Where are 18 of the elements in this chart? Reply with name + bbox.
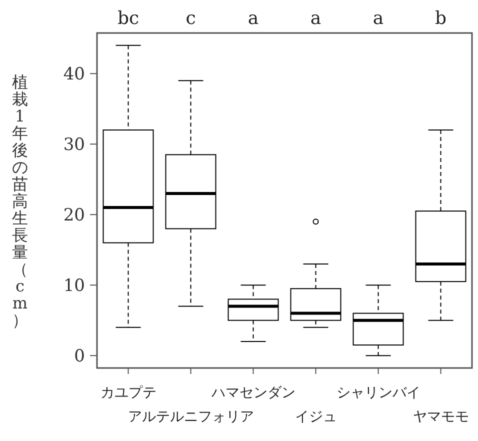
x-tick-label: ヤマモモ [412, 409, 469, 425]
text: a [310, 8, 322, 29]
y-tick-label: 0 [74, 346, 85, 367]
text: a [248, 8, 259, 29]
x-tick-label: ハマセンダン [210, 385, 296, 401]
x-tick-label: アルテルニフォリア [128, 409, 254, 425]
text: a [372, 8, 384, 29]
y-tick-label: 40 [63, 64, 85, 85]
y-tick-label: 20 [63, 206, 85, 226]
text: b [434, 8, 447, 29]
x-tick-label: イジュ [294, 409, 337, 425]
text: bc [117, 8, 140, 29]
text: c [186, 8, 196, 29]
y-tick-label: 10 [63, 276, 85, 296]
y-axis-title: 植栽1年後の苗高生長量（cm） [12, 72, 28, 330]
x-tick-label: シャリンバイ [336, 385, 420, 401]
x-tick-label: カユプテ [100, 385, 156, 401]
y-tick-label: 30 [63, 135, 85, 156]
